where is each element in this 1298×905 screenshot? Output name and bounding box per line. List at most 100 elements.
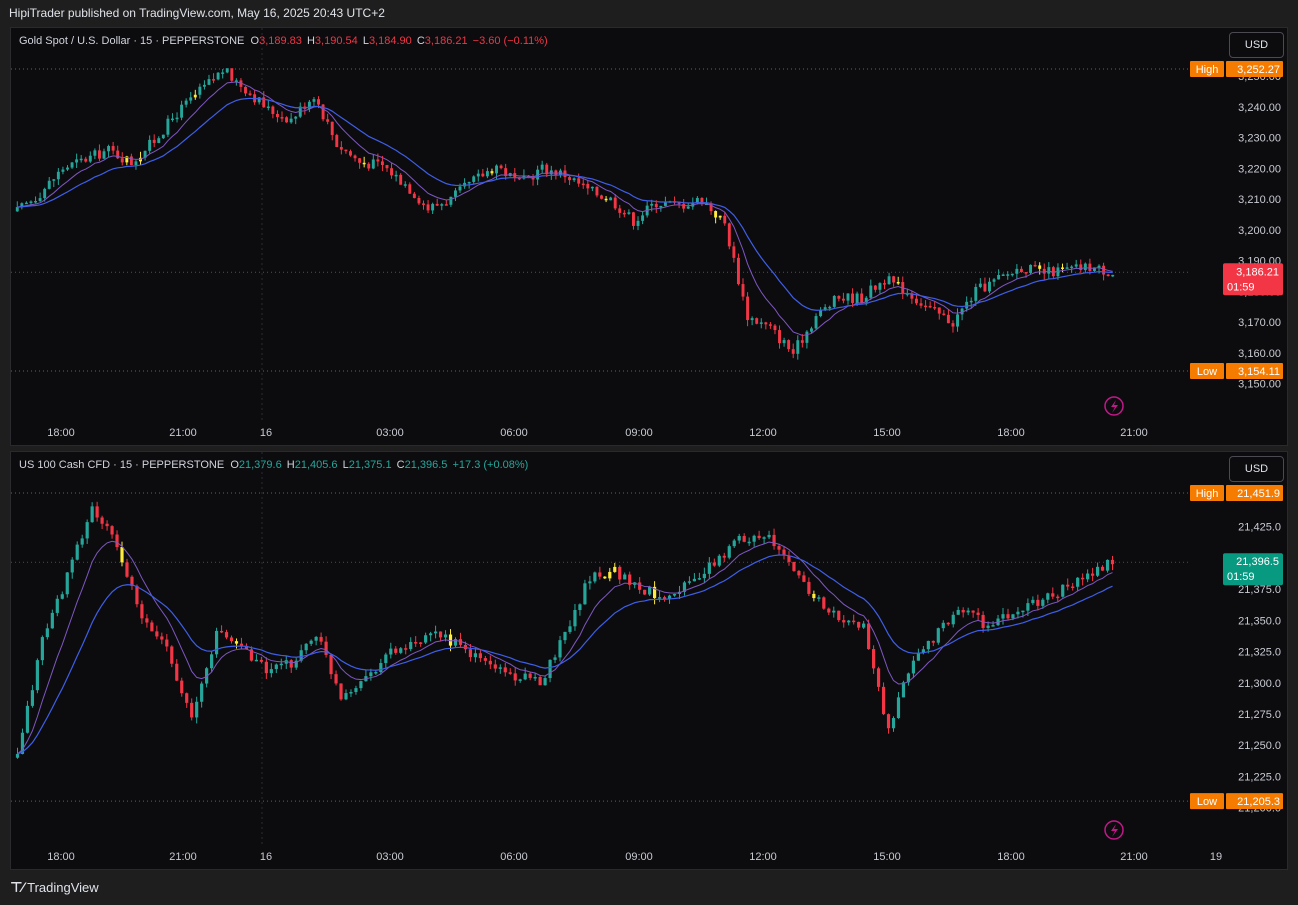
candle <box>458 632 463 648</box>
candle-body <box>175 663 179 681</box>
candle-body <box>389 648 393 655</box>
y-axis-tick-label: 21,325.0 <box>1238 647 1281 659</box>
candle <box>309 639 313 647</box>
candle-body <box>229 637 234 642</box>
candle-body <box>61 169 65 172</box>
candle-body <box>869 285 873 298</box>
last-price-tag: 3,186.21 01:59 <box>1223 263 1283 296</box>
candle <box>1006 271 1010 280</box>
candle <box>394 170 398 182</box>
candle-body <box>986 625 990 628</box>
candle <box>623 572 627 580</box>
candle <box>1071 582 1075 591</box>
candle <box>881 682 886 716</box>
candle-body <box>440 204 444 206</box>
candle <box>1105 559 1110 573</box>
candle <box>426 200 430 214</box>
currency-button[interactable]: USD <box>1229 456 1284 482</box>
candle-body <box>88 155 92 162</box>
gold-legend: Gold Spot / U.S. Dollar · 15 · PEPPERSTO… <box>19 35 550 47</box>
candle <box>143 150 147 161</box>
candle-body <box>636 220 640 226</box>
candle-body <box>608 571 612 579</box>
candle-body <box>549 170 553 175</box>
candle <box>135 584 139 608</box>
tradingview-footer[interactable]: ⊤⁄ TradingView <box>10 877 99 897</box>
gold-chart-pane[interactable]: 3,150.003,160.003,170.003,180.003,190.00… <box>10 27 1288 446</box>
candle-body <box>193 94 197 98</box>
x-axis-time-label: 06:00 <box>500 851 528 863</box>
candle-body <box>157 138 161 143</box>
candle <box>878 282 882 294</box>
candle <box>692 573 697 582</box>
low-price-tag: Low 21,205.3 <box>1190 793 1283 810</box>
candle-body <box>627 212 631 214</box>
candle <box>202 80 206 90</box>
low-price-tag-value: 3,154.11 <box>1238 366 1280 378</box>
candle-body <box>1024 272 1028 274</box>
candle-body <box>1042 268 1046 274</box>
candle-body <box>910 293 914 299</box>
candle <box>852 614 856 625</box>
candle <box>210 650 214 673</box>
candle-body <box>543 678 547 686</box>
candle <box>523 667 527 681</box>
candle <box>956 308 959 332</box>
candle <box>608 567 612 582</box>
candle <box>919 298 923 309</box>
candle-body <box>358 158 362 163</box>
candle <box>887 272 891 285</box>
candle <box>1095 562 1100 578</box>
candle-body <box>736 257 740 285</box>
low-price-tag-value-bg <box>1226 363 1283 380</box>
candle <box>857 621 861 631</box>
candle <box>349 149 352 157</box>
candle-body <box>60 594 64 599</box>
candle-body <box>827 608 831 613</box>
candle-body <box>111 146 115 151</box>
candle <box>326 113 330 125</box>
candle <box>847 619 851 626</box>
x-axis-time-label: 21:00 <box>1120 851 1148 863</box>
nas100-chart-pane[interactable]: 21,200.021,225.021,250.021,275.021,300.0… <box>10 451 1288 870</box>
candle-body <box>453 190 457 197</box>
candle-body <box>618 566 622 580</box>
candle <box>996 614 1000 627</box>
candle <box>412 191 416 199</box>
candle-body <box>723 215 727 224</box>
high-price-tag: High 3,252.27 <box>1190 61 1283 78</box>
candle-body <box>359 681 363 689</box>
candle-body <box>819 309 823 317</box>
candle <box>379 658 383 675</box>
candle-body <box>846 293 850 301</box>
bar-countdown: 01:59 <box>1227 571 1255 583</box>
candle-body <box>1031 599 1035 604</box>
currency-button[interactable]: USD <box>1229 32 1284 58</box>
candle-body <box>837 295 841 299</box>
candle <box>212 73 216 84</box>
candle-body <box>1097 265 1101 268</box>
candle-body <box>768 324 772 326</box>
candle-body <box>860 293 864 303</box>
candle-body <box>269 669 273 674</box>
candle <box>319 632 323 645</box>
candle-body <box>254 659 258 662</box>
nas100-legend: US 100 Cash CFD · 15 · PEPPERSTONE O21,3… <box>19 459 530 471</box>
candle-body <box>823 307 827 310</box>
candle <box>860 288 864 304</box>
candle <box>289 659 293 673</box>
candle <box>140 600 144 624</box>
candle-body <box>244 645 249 650</box>
candle <box>303 102 307 115</box>
candle-body <box>1047 267 1051 274</box>
candle <box>214 627 219 658</box>
candle <box>910 290 914 304</box>
x-axis-time-label: 12:00 <box>749 427 777 439</box>
candle <box>25 700 30 734</box>
candle-body <box>1061 584 1065 597</box>
candle-body <box>700 197 704 204</box>
nas100-chart-canvas[interactable]: 21,200.021,225.021,250.021,275.021,300.0… <box>11 452 1288 870</box>
candle-body <box>125 156 129 163</box>
gold-chart-canvas[interactable]: 3,150.003,160.003,170.003,180.003,190.00… <box>11 28 1288 446</box>
candle-body <box>787 555 791 562</box>
